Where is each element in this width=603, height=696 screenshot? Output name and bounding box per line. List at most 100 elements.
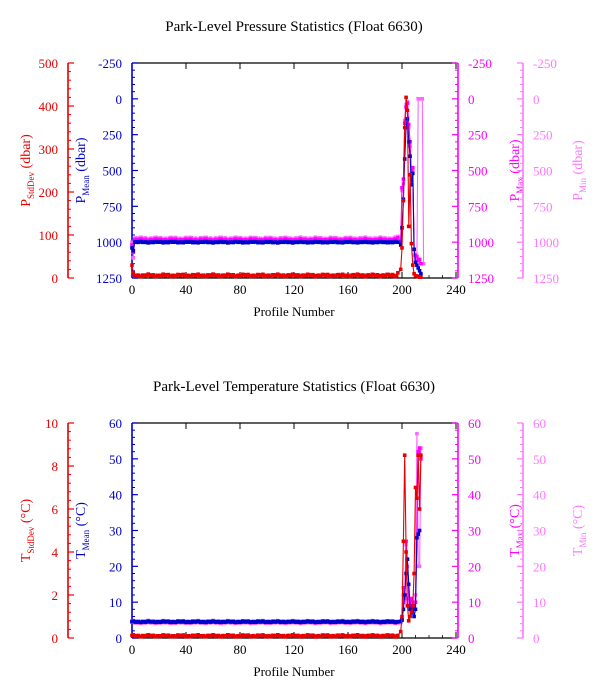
temperature-x-tick-label: 240 [446,642,466,657]
temperature-max-tick-label: 50 [468,452,481,467]
pressure-sd-data-point [411,263,415,267]
temperature-sd-tick-label: 6 [52,502,59,517]
pressure-min-tick-label: 1000 [533,235,559,250]
pressure-mean-data-point [409,183,414,187]
pressure-max-tick-label: 0 [468,92,475,107]
pressure-sd-data-point [419,275,423,279]
pressure-mean-data-point [417,269,422,273]
pressure-mean-data-point [415,263,419,267]
pressure-mean-tick-label: 1000 [96,235,122,250]
temperature-mean-data-point [402,593,407,597]
temperature-sd-data-point [413,485,418,490]
pressure-max-data-point [406,122,411,127]
temperature-mean-data-point [412,614,416,619]
pressure-mean-data-point [402,157,407,161]
pressure-mean-data-point [411,171,415,176]
pressure-sd-data-point [412,271,416,276]
temperature-max-tick-label: 20 [468,559,481,574]
pressure-mean-series-line [131,118,422,274]
temperature-sd-data-point [419,453,423,457]
pressure-mean-data-point [130,246,134,250]
pressure-sd-axis-label: PStdDev (dbar) [19,134,36,207]
pressure-mean-data-point [419,271,423,276]
pressure-sd-data-point [131,271,136,275]
pressure-mean-data-point [396,240,400,244]
pressure-mean-tick-label: 0 [116,92,123,107]
pressure-sd-data-point [130,263,134,267]
temperature-mean-tick-label: 10 [109,595,122,610]
pressure-max-tick-label: 1000 [468,235,494,250]
temperature-sd-axis-label: TStdDev (°C) [19,499,36,563]
pressure-max-data-point [396,236,400,240]
pressure-max-tick-label: 500 [468,164,488,179]
temperature-mean-data-point [415,535,419,540]
pressure-min-tick-label: -250 [533,56,557,71]
pressure-mean-data-point [413,260,418,264]
pressure-mean-data-point [406,140,411,144]
pressure-mean-tick-label: -250 [98,56,122,71]
temperature-max-series-line [131,447,422,624]
pressure-mean-tick-label: 750 [103,199,123,214]
temperature-sd-data-point [417,507,422,511]
temperature-max-tick-label: 30 [468,524,481,539]
pressure-sd-data-point [396,271,400,275]
temperature-sd-data-point [398,629,403,634]
temperature-sd-data-point [404,550,408,554]
pressure-mean-axis-label: PMean (dbar) [74,137,91,203]
pressure-x-axis-label: Profile Number [253,304,335,319]
pressure-sd-data-point [402,125,407,130]
pressure-mean-tick-label: 250 [103,128,123,143]
temperature-sd-data-point [401,539,406,544]
temperature-mean-data-point [408,607,412,612]
temperature-x-tick-label: 120 [284,642,304,657]
pressure-chart: Park-Level Pressure Statistics (Float 66… [19,19,588,319]
temperature-max-axis-label: TMax (°C) [508,504,525,557]
temperature-sd-tick-label: 8 [52,459,59,474]
temperature-min-tick-label: 0 [533,631,540,646]
temperature-max-data-point [417,446,422,450]
pressure-chart-title: Park-Level Pressure Statistics (Float 66… [165,19,422,35]
temperature-sd-data-point [416,453,420,457]
temperature-max-data-point [406,596,411,601]
pressure-max-data-point [419,261,423,266]
temperature-sd-tick-label: 2 [52,588,59,603]
pressure-sd-data-point [398,267,403,272]
pressure-mean-data-point [412,247,416,252]
pressure-x-tick-label: 160 [338,282,358,297]
temperature-max-data-point [409,596,414,601]
temperature-mean-tick-label: 50 [109,452,122,467]
pressure-max-tick-label: 750 [468,199,488,214]
pressure-sd-data-point [400,246,404,250]
temperature-x-tick-label: 80 [234,642,247,657]
pressure-chart-marks: 0 40 80 120 160 200 240 0 100 200 300 400 500 PStdDev… [19,56,588,297]
temperature-min-data-point [415,431,419,436]
temperature-x-tick-label: 200 [392,642,412,657]
temperature-mean-data-point [401,607,406,612]
pressure-mean-data-point [416,266,420,270]
temperature-min-tick-label: 10 [533,595,546,610]
pressure-min-tick-label: 1250 [533,271,559,286]
temperature-mean-tick-label: 20 [109,559,122,574]
pressure-sd-data-point [404,95,408,100]
pressure-max-tick-label: 1250 [468,271,494,286]
pressure-sd-data-point [394,274,399,278]
temperature-sd-data-point [396,633,400,638]
temperature-x-axis-label: Profile Number [253,664,335,679]
pressure-min-tick-label: 0 [533,92,540,107]
temperature-min-tick-label: 30 [533,524,546,539]
pressure-x-tick-label: 240 [446,282,466,297]
temperature-mean-tick-label: 0 [116,631,123,646]
pressure-min-tick-label: 500 [533,164,553,179]
temperature-sd-tick-label: 10 [45,416,58,431]
temperature-mean-tick-label: 40 [109,488,122,503]
temperature-sd-data-point [406,619,411,623]
pressure-sd-tick-label: 400 [39,99,59,114]
pressure-mean-data-point [131,249,136,253]
pressure-min-tick-label: 250 [533,128,553,143]
pressure-sd-tick-label: 200 [39,185,59,200]
temperature-min-tick-label: 40 [533,488,546,503]
pressure-min-axis-label: PMin (dbar) [571,140,588,201]
temperature-max-data-point [416,449,420,454]
pressure-sd-data-point [408,173,412,177]
pressure-x-tick-label: 80 [234,282,247,297]
